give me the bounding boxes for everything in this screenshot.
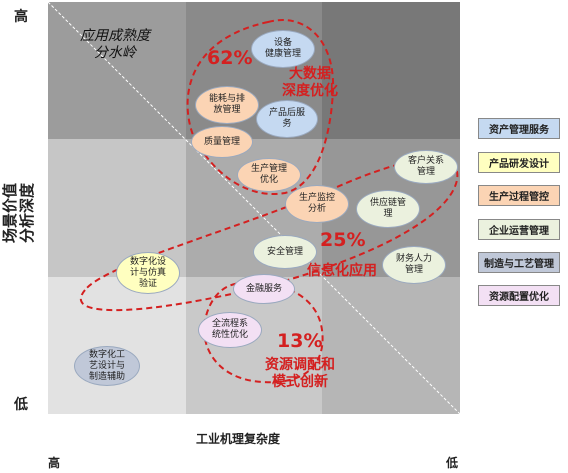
bubble-label: 生产管理 xyxy=(250,164,287,174)
bubble-label: 全流程系 xyxy=(211,319,248,329)
zone-62-label: 大数据 深度优化 xyxy=(270,66,350,100)
bubble-label: 数字化设 xyxy=(129,256,166,267)
bubble-quality[interactable]: 质量管理 xyxy=(191,126,253,158)
bubble-label: 分析 xyxy=(307,204,326,214)
y-axis-title: 场景价值 分析深度 xyxy=(1,148,36,278)
y-axis-low: 低 xyxy=(14,397,28,413)
zone-outline-62 xyxy=(186,19,335,195)
bubble-label: 安全管理 xyxy=(266,246,303,257)
bubble-label: 计与仿真 xyxy=(129,267,166,278)
bubble-label: 财务人力 xyxy=(395,254,432,264)
bubble-label: 数字化工 xyxy=(88,349,125,360)
zone-13-line1: 资源调配和 xyxy=(265,357,335,373)
zone-62-line1: 大数据 xyxy=(289,66,331,82)
bubble-label: 管理 xyxy=(404,265,423,275)
y-axis-title-line1: 场景价值 xyxy=(1,183,19,244)
bubble-label: 务 xyxy=(282,119,292,129)
bubble-supply-chain[interactable]: 供应链管理 xyxy=(356,190,420,228)
bubble-label: 设备 xyxy=(273,38,292,48)
bubble-label: 质量管理 xyxy=(203,136,240,147)
bubble-label: 验证 xyxy=(138,278,157,289)
zone-25-label: 信息化应用 xyxy=(307,263,377,279)
bubble-label: 放管理 xyxy=(213,105,241,115)
bubble-label: 供应链管 xyxy=(369,198,406,208)
bubble-label: 管理 xyxy=(416,167,435,177)
y-axis-high: 高 xyxy=(14,9,28,25)
zone-13-line2: 模式创新 xyxy=(272,374,328,390)
bubble-financial-services[interactable]: 金融服务 xyxy=(233,274,295,304)
bubble-safety[interactable]: 安全管理 xyxy=(253,235,317,269)
bubble-label: 健康管理 xyxy=(264,49,301,59)
zone-25-percent: 25% xyxy=(320,229,366,251)
zone-13-percent: 13% xyxy=(277,330,323,352)
legend-resource-allocation: 资源配置优化 xyxy=(478,285,560,306)
bubble-label: 客户关系 xyxy=(407,156,444,166)
bubble-production-optimize[interactable]: 生产管理 优化 xyxy=(237,158,301,192)
bubble-label: 艺设计与 xyxy=(88,360,125,371)
x-axis-low: 低 xyxy=(446,456,459,470)
zone-62-percent: 62% xyxy=(207,47,253,69)
zone-13-label: 资源调配和 模式创新 xyxy=(250,357,350,391)
bubble-label: 能耗与排 xyxy=(208,94,245,104)
legend-production-control: 生产过程管控 xyxy=(478,185,560,206)
bubble-label: 金融服务 xyxy=(245,283,282,294)
legend-product-rnd: 产品研发设计 xyxy=(478,152,560,173)
bubble-label: 理 xyxy=(383,209,393,219)
cell-r3c1 xyxy=(48,277,186,414)
bubble-digital-craft[interactable]: 数字化工 艺设计与 制造辅助 xyxy=(74,346,140,386)
watershed-line2: 分水岭 xyxy=(94,45,136,61)
bubble-after-sales[interactable]: 产品后服务 xyxy=(256,100,318,138)
zone-62-line2: 深度优化 xyxy=(282,83,338,99)
y-axis-title-line2: 分析深度 xyxy=(18,183,36,244)
legend-asset-management: 资产管理服务 xyxy=(478,118,560,139)
bubble-production-monitor[interactable]: 生产监控 分析 xyxy=(285,185,349,223)
bubble-full-process[interactable]: 全流程系 统性优化 xyxy=(198,312,262,348)
watershed-annotation: 应用成熟度 分水岭 xyxy=(60,28,170,62)
legend-manufacturing-craft: 制造与工艺管理 xyxy=(478,252,560,273)
zone-outline-13 xyxy=(203,281,324,384)
bubble-crm[interactable]: 客户关系 管理 xyxy=(394,150,458,184)
x-axis-high: 高 xyxy=(48,456,61,470)
watershed-line1: 应用成熟度 xyxy=(80,28,150,44)
bubble-label: 制造辅助 xyxy=(88,371,125,382)
legend-enterprise-ops: 企业运营管理 xyxy=(478,219,560,240)
x-axis-title: 工业机理复杂度 xyxy=(196,432,281,446)
watershed-diagonal xyxy=(47,1,461,415)
bubble-label: 生产监控 xyxy=(298,193,335,203)
cell-r1c3 xyxy=(322,2,460,139)
bubble-finance-hr[interactable]: 财务人力 管理 xyxy=(382,246,446,284)
bubble-label: 优化 xyxy=(259,175,278,185)
bubble-equipment-health[interactable]: 设备 健康管理 xyxy=(251,30,315,68)
bubble-label: 产品后服 xyxy=(268,108,305,118)
bubble-label: 统性优化 xyxy=(211,330,248,340)
bubble-energy-emission[interactable]: 能耗与排 放管理 xyxy=(195,86,259,124)
bubble-digital-design[interactable]: 数字化设 计与仿真 验证 xyxy=(116,252,180,294)
